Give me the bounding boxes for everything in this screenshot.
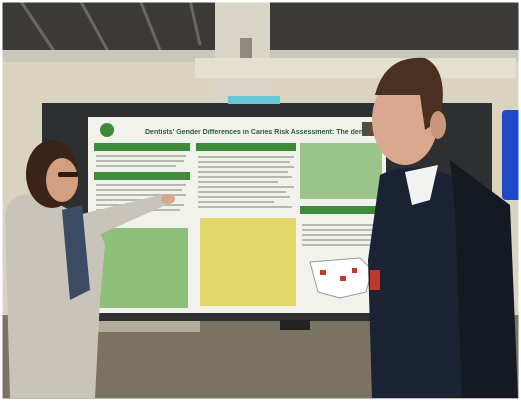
poster-section-header (300, 206, 382, 214)
man-suit (368, 167, 478, 398)
man-collar (405, 165, 438, 205)
water-bottle (502, 110, 521, 200)
man-ear (430, 111, 446, 139)
woman-face (46, 158, 78, 202)
man-viewer (368, 57, 518, 398)
man-hair (375, 57, 443, 130)
poster-title: Dentists' Gender Differences in Caries R… (145, 129, 365, 136)
column-fixture (240, 38, 252, 60)
poster-section-header (94, 143, 190, 151)
floor-mat (90, 318, 200, 332)
woman-hand (161, 194, 175, 204)
man-backpack (450, 160, 518, 398)
poster-yellow-table (200, 218, 296, 306)
poster-section-header (196, 143, 296, 151)
poster-map-highlights (320, 268, 357, 281)
upper-ledge (195, 58, 516, 78)
woman-pointing-arm (78, 195, 168, 238)
woman-glasses (58, 172, 78, 177)
lanyard-badge (370, 270, 380, 290)
board-foot (280, 320, 310, 330)
woman-presenter (5, 140, 175, 398)
woman-scarf (62, 205, 90, 300)
poster-logo (100, 123, 114, 137)
poster-section-header (94, 172, 190, 180)
poster-green-table (96, 228, 188, 308)
poster-green-table (300, 143, 382, 199)
poster-photo (362, 122, 374, 136)
board-tag (228, 96, 280, 104)
